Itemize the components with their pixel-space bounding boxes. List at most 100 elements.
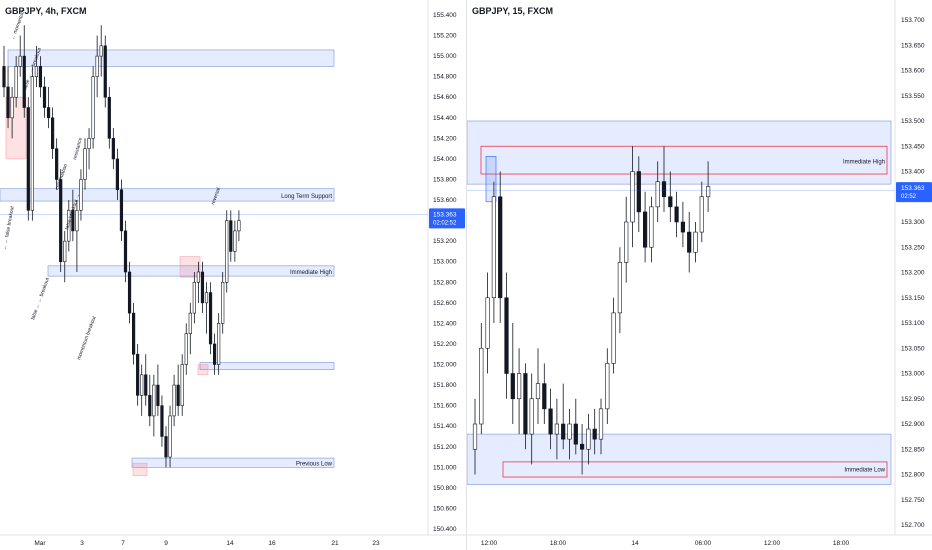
price-tick-label: 155.200 bbox=[433, 33, 457, 40]
candle-body bbox=[38, 66, 43, 88]
time-tick-label: Mar bbox=[34, 540, 46, 547]
right-chart-pane[interactable]: Immediate High Immediate Low 153.700 153.65… bbox=[467, 0, 932, 550]
zone-long-term-support-label: Long Term Support bbox=[281, 194, 332, 200]
candle-body bbox=[67, 210, 71, 242]
candle-body bbox=[510, 373, 515, 400]
price-tick-label: 153.100 bbox=[901, 320, 925, 327]
price-tick-label: 154.800 bbox=[433, 74, 457, 81]
time-tick-label: 21 bbox=[331, 540, 339, 547]
candle-body bbox=[188, 312, 192, 334]
price-tick-label: 152.400 bbox=[433, 320, 457, 327]
candle-body bbox=[529, 398, 534, 435]
price-tick-label: 151.400 bbox=[433, 423, 457, 430]
candle-body bbox=[680, 221, 686, 233]
zone-upper-resistance bbox=[467, 120, 892, 185]
price-tick-label: 152.000 bbox=[433, 362, 457, 369]
candle-body bbox=[233, 230, 237, 252]
price-tick-label: 151.000 bbox=[433, 464, 457, 471]
candle-body bbox=[208, 292, 213, 345]
candle-body bbox=[655, 181, 660, 208]
candle-body bbox=[567, 423, 572, 440]
zone-immediate-high bbox=[47, 265, 335, 277]
zone-previous-low bbox=[131, 457, 335, 468]
price-tick-label: 150.800 bbox=[433, 485, 457, 492]
price-tick-label: 152.800 bbox=[901, 472, 925, 479]
price-tick-label: 152.950 bbox=[901, 396, 925, 403]
price-tick-label: 153.200 bbox=[901, 270, 925, 277]
candle-body bbox=[643, 211, 648, 248]
chart-annotation: false ← ← breakout bbox=[30, 277, 51, 321]
price-tick-label: 154.600 bbox=[433, 94, 457, 101]
candle-body bbox=[18, 55, 22, 67]
highlight-box-1 bbox=[179, 256, 201, 278]
candle-body bbox=[22, 55, 26, 108]
price-tick-label: 153.600 bbox=[433, 197, 457, 204]
price-tick-label: 153.700 bbox=[901, 17, 925, 24]
candle-body bbox=[180, 364, 184, 406]
last-price-tag bbox=[429, 208, 465, 229]
candle-body bbox=[71, 210, 75, 232]
price-tick-label: 153.650 bbox=[901, 42, 925, 49]
candle-body bbox=[144, 374, 148, 396]
candle-body bbox=[221, 281, 225, 324]
left-chart-pane[interactable]: Long Term Support Immediate High Previous … bbox=[0, 0, 467, 550]
candle-body bbox=[580, 443, 585, 450]
price-tick-label: 153.050 bbox=[901, 345, 925, 352]
candle-body bbox=[523, 373, 528, 435]
candle-body bbox=[661, 181, 667, 198]
zone-top-resistance bbox=[7, 49, 335, 67]
candle-body bbox=[605, 363, 610, 410]
candle-body bbox=[83, 148, 87, 180]
candle-body bbox=[586, 428, 591, 450]
price-tick-label: 154.400 bbox=[433, 115, 457, 122]
candle-body bbox=[46, 107, 51, 119]
time-tick-label: 14 bbox=[631, 540, 639, 547]
candle-body bbox=[485, 297, 490, 349]
candle-body bbox=[119, 189, 124, 232]
left-chart[interactable]: Long Term Support Immediate High Previous … bbox=[0, 0, 466, 550]
candle-body bbox=[50, 117, 55, 149]
candle-body bbox=[213, 343, 217, 365]
price-tick-label: 151.200 bbox=[433, 444, 457, 451]
time-tick-label: 12:00 bbox=[481, 540, 498, 547]
candle-body bbox=[152, 384, 156, 417]
candle-body bbox=[192, 281, 196, 314]
price-tick-label: 155.000 bbox=[433, 53, 457, 60]
candle-body bbox=[217, 323, 221, 365]
price-tick-label: 153.450 bbox=[901, 143, 925, 150]
price-tick-label: 153.400 bbox=[901, 169, 925, 176]
candle-body bbox=[30, 76, 34, 211]
candle-body bbox=[148, 395, 152, 417]
price-tick-label: 155.400 bbox=[433, 12, 457, 19]
price-tick-label: 153.600 bbox=[901, 68, 925, 75]
candle-body bbox=[592, 428, 597, 440]
candle-body bbox=[42, 86, 47, 108]
candle-body bbox=[554, 423, 559, 435]
candle-body bbox=[617, 262, 623, 314]
candle-body bbox=[491, 196, 497, 299]
right-chart[interactable]: Immediate High Immediate Low 153.700 153.65… bbox=[467, 0, 932, 550]
candle-body bbox=[237, 220, 241, 232]
candle-body bbox=[34, 66, 38, 77]
candle-body bbox=[75, 210, 79, 232]
candle-body bbox=[196, 271, 201, 283]
time-tick-label: 18:00 bbox=[550, 540, 567, 547]
candle-body bbox=[630, 171, 635, 223]
time-tick-label: 3 bbox=[80, 540, 84, 547]
last-price-value: 153.363 bbox=[901, 185, 925, 192]
candle-body bbox=[127, 271, 132, 314]
zone-lower-support bbox=[199, 362, 335, 370]
time-tick-label: 9 bbox=[164, 540, 168, 547]
candle-body bbox=[168, 415, 172, 458]
price-tick-label: 153.150 bbox=[901, 295, 925, 302]
price-tick-label: 152.700 bbox=[901, 522, 925, 529]
candle-body bbox=[687, 231, 692, 253]
candle-body bbox=[123, 230, 128, 273]
candle-body bbox=[693, 231, 698, 253]
price-tick-label: 153.500 bbox=[901, 118, 925, 125]
time-tick-label: 14 bbox=[226, 540, 234, 547]
candle-body bbox=[156, 384, 160, 406]
candle-body bbox=[111, 138, 115, 160]
chart-annotation: reversal bbox=[210, 187, 222, 206]
candle-body bbox=[184, 333, 188, 365]
